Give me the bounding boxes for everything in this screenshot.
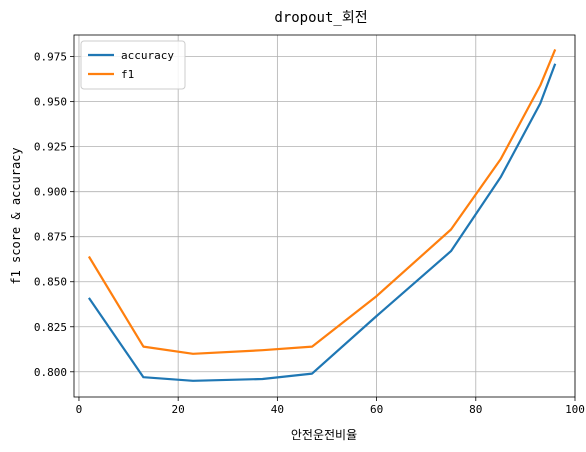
y-tick-label: 0.875: [34, 231, 67, 244]
legend-label-accuracy: accuracy: [121, 49, 174, 62]
series-line-f1: [87, 48, 557, 355]
legend-box: [80, 40, 186, 90]
legend: accuracy f1: [80, 40, 186, 90]
y-axis-label: f1 score & accuracy: [9, 147, 23, 284]
x-tick-label: 40: [271, 403, 284, 416]
x-tick-label: 60: [370, 403, 383, 416]
series-line-accuracy: [87, 63, 557, 382]
y-tick-label: 0.975: [34, 51, 67, 64]
plot-frame: [73, 34, 576, 398]
y-tick-label: 0.900: [34, 186, 67, 199]
x-tick-label: 20: [172, 403, 185, 416]
series-layer: [87, 48, 557, 382]
x-tick-label: 80: [469, 403, 482, 416]
y-tick-label: 0.800: [34, 366, 67, 379]
y-axis-ticks: 0.800 0.825 0.850 0.875 0.900 0.925 0.950 0.975: [34, 51, 74, 379]
legend-label-f1: f1: [121, 68, 134, 81]
chart-title: dropout_회전: [274, 10, 367, 26]
x-tick-label: 100: [565, 403, 585, 416]
y-tick-label: 0.850: [34, 276, 67, 289]
x-axis-ticks: 0 20 40 60 80 100: [76, 397, 585, 416]
y-tick-label: 0.925: [34, 141, 67, 154]
x-axis-label: 안전운전비율: [291, 428, 357, 442]
y-tick-label: 0.950: [34, 96, 67, 109]
y-tick-label: 0.825: [34, 321, 67, 334]
x-tick-label: 0: [76, 403, 83, 416]
